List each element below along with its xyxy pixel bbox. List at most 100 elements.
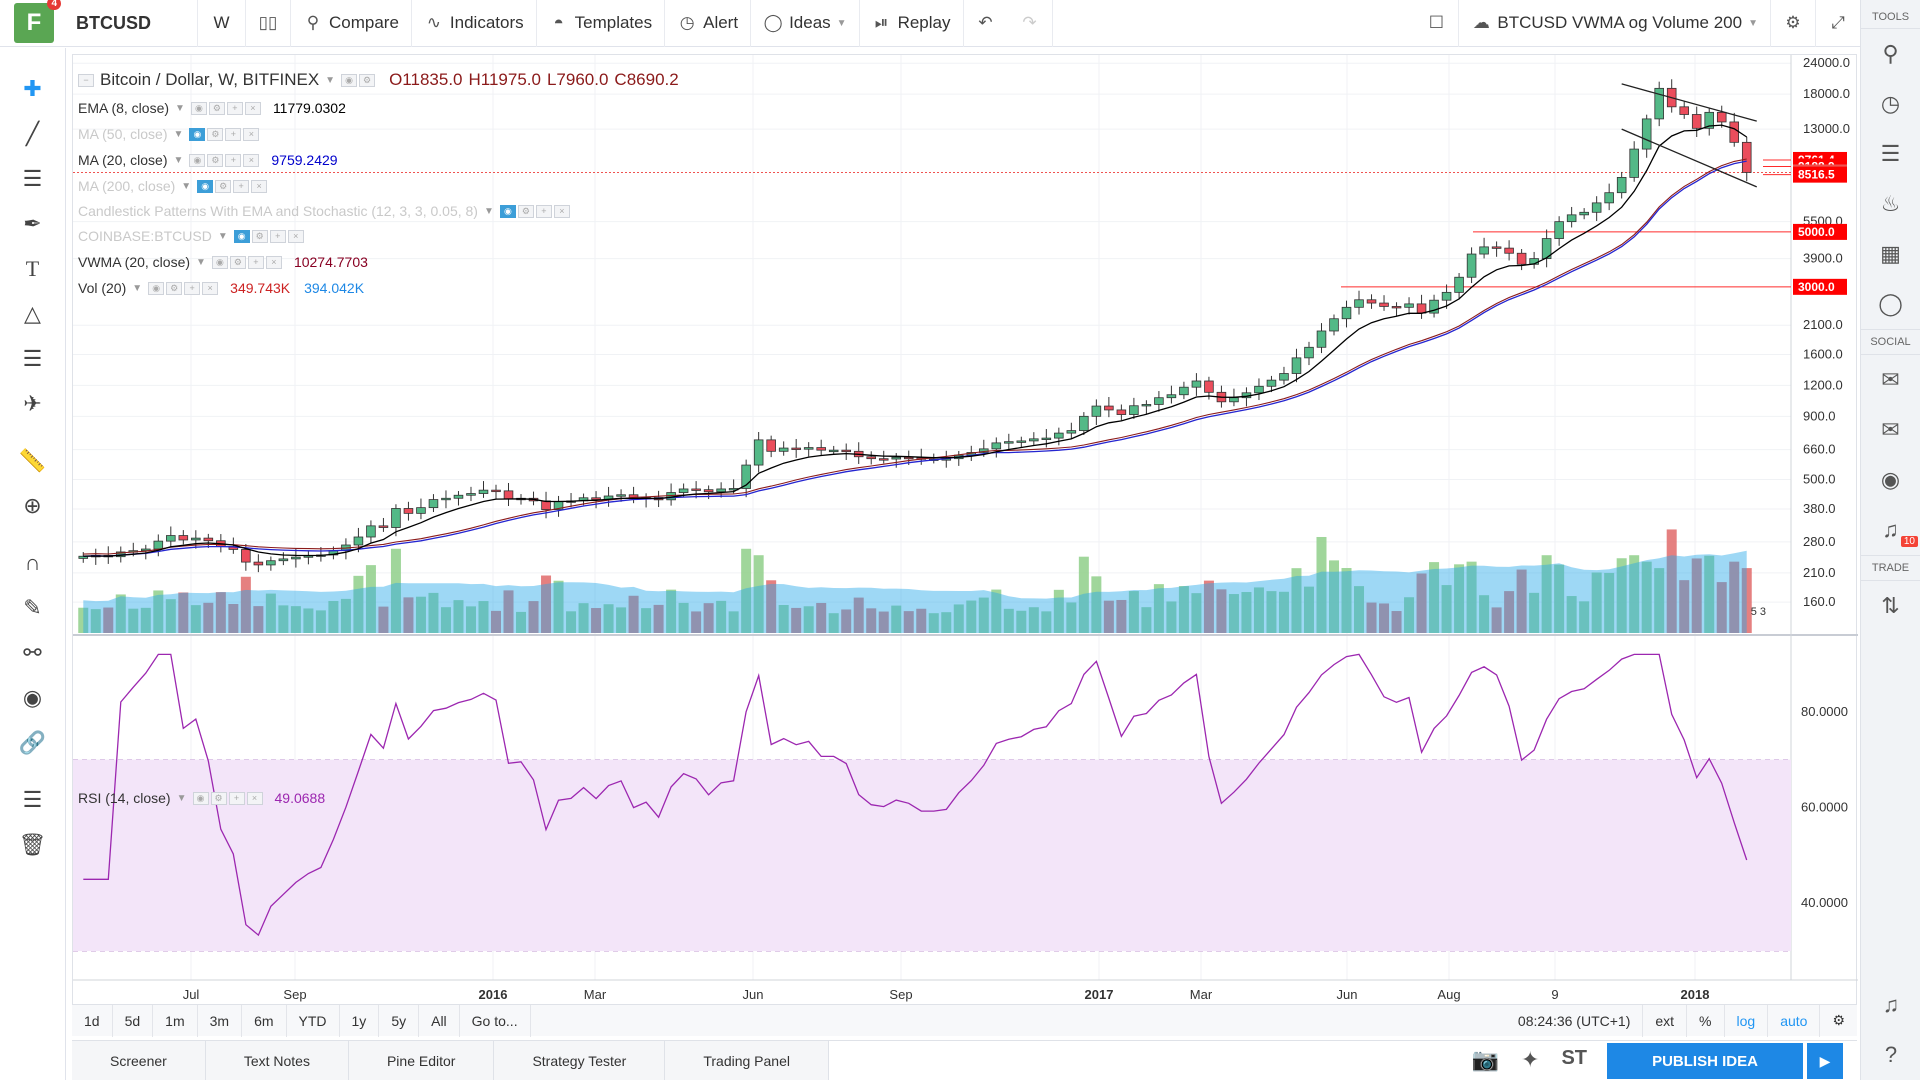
replay-button[interactable]: ⏯ Replay [860, 0, 964, 47]
study-legend-row[interactable]: MA (50, close) ▼ ◉ ⚙ + × [78, 126, 260, 142]
range-button[interactable]: Go to... [460, 1004, 531, 1037]
gear-icon[interactable]: ⚙ [210, 791, 227, 805]
plus-icon[interactable]: + [225, 153, 242, 167]
plus-icon[interactable]: + [226, 101, 243, 115]
gear-icon[interactable]: ⚙ [207, 153, 224, 167]
crosshair-tool[interactable]: ✚ [0, 66, 65, 111]
eye-icon[interactable]: ◉ [189, 153, 206, 167]
close-icon[interactable]: × [243, 127, 260, 141]
alert-button[interactable]: ◷ Alert [665, 0, 752, 47]
close-icon[interactable]: × [553, 204, 570, 218]
streams-button[interactable]: ◉ [1861, 455, 1920, 505]
templates-button[interactable]: ◓ Templates [537, 0, 666, 47]
settings-button[interactable]: ⚙ [1771, 0, 1816, 47]
plus-icon[interactable]: + [225, 127, 242, 141]
ext-toggle[interactable]: ext [1643, 1004, 1688, 1037]
trendline-tool[interactable]: ╱ [0, 111, 65, 156]
gear-icon[interactable]: ⚙ [229, 255, 246, 269]
plus-icon[interactable]: + [535, 204, 552, 218]
notifications-button[interactable]: ♫ 10 [1861, 505, 1920, 555]
publish-idea-button[interactable]: PUBLISH IDEA [1607, 1043, 1803, 1079]
percent-toggle[interactable]: % [1687, 1004, 1725, 1037]
eye-icon[interactable]: ◉ [197, 179, 214, 193]
chevron-down-icon[interactable]: ▼ [483, 205, 494, 217]
pattern-tool[interactable]: △ [0, 291, 65, 336]
range-button[interactable]: 1d [72, 1004, 113, 1037]
close-icon[interactable]: × [251, 179, 268, 193]
study-legend-row[interactable]: Candlestick Patterns With EMA and Stocha… [78, 203, 570, 219]
gear-icon[interactable]: ⚙ [207, 127, 224, 141]
scale-settings-button[interactable]: ⚙ [1820, 1005, 1857, 1037]
chevron-down-icon[interactable]: ▼ [217, 230, 228, 242]
fullscreen-button[interactable]: ⤢ [1816, 0, 1860, 47]
range-button[interactable]: 3m [198, 1004, 243, 1037]
undo-button[interactable]: ↶ [964, 0, 1008, 47]
text-tool[interactable]: T [0, 246, 65, 291]
close-icon[interactable]: × [202, 281, 219, 295]
eye-icon[interactable]: ◉ [192, 791, 209, 805]
indicators-button[interactable]: ∿ Indicators [412, 0, 537, 47]
range-button[interactable]: 5y [379, 1004, 420, 1037]
range-button[interactable]: All [419, 1004, 460, 1037]
sync-drawings-tool[interactable]: 🔗 [0, 720, 65, 765]
stocktwits-icon[interactable]: ST [1561, 1047, 1587, 1069]
watchlist-button[interactable]: ⚲ [1861, 29, 1920, 79]
auto-toggle[interactable]: auto [1768, 1004, 1821, 1037]
symbol-search[interactable]: BTCUSD [68, 0, 198, 47]
play-button[interactable]: ▶ [1807, 1043, 1843, 1079]
calendar-button[interactable]: ▦ [1861, 229, 1920, 279]
chart-pane[interactable]: 5 3 24000.0 18000.0 13000.0 5500.0 3900.0 2100… [72, 54, 1858, 1009]
bottom-tab[interactable]: Trading Panel [665, 1040, 829, 1080]
bottom-tab[interactable]: Pine Editor [348, 1040, 495, 1080]
eye-icon[interactable]: ◉ [190, 101, 207, 115]
plus-icon[interactable]: + [184, 281, 201, 295]
zoom-tool[interactable]: ⊕ [0, 483, 65, 528]
range-button[interactable]: 5d [113, 1004, 154, 1037]
study-legend-row[interactable]: COINBASE:BTCUSD ▼ ◉ ⚙ + × [78, 228, 304, 244]
chats-button[interactable]: ✉ [1861, 355, 1920, 405]
eye-icon[interactable]: ◉ [148, 281, 165, 295]
prediction-tool[interactable]: ☰ [0, 336, 65, 381]
gear-icon[interactable]: ⚙ [251, 229, 268, 243]
order-panel-button[interactable]: ⇅ [1861, 581, 1920, 631]
layout-save-button[interactable]: ☁ BTCUSD VWMA og Volume 200 ▼ [1459, 0, 1771, 47]
eye-icon[interactable]: ◉ [189, 127, 206, 141]
hide-drawings-tool[interactable]: ◉ [0, 675, 65, 720]
range-button[interactable]: YTD [287, 1004, 340, 1037]
twitter-icon[interactable]: ✦ [1521, 1047, 1540, 1072]
close-icon[interactable]: × [244, 101, 261, 115]
chevron-down-icon[interactable]: ▼ [181, 180, 192, 192]
eye-icon[interactable]: ◉ [341, 73, 358, 87]
help-button[interactable]: ? [1861, 1030, 1920, 1080]
gear-icon[interactable]: ⚙ [517, 204, 534, 218]
plus-icon[interactable]: + [247, 255, 264, 269]
study-legend-row[interactable]: MA (200, close) ▼ ◉ ⚙ + × [78, 178, 268, 194]
chevron-down-icon[interactable]: ▼ [196, 256, 206, 268]
bottom-tab[interactable]: Strategy Tester [494, 1040, 666, 1080]
chevron-down-icon[interactable]: ▼ [132, 282, 143, 294]
data-window-button[interactable]: ☰ [1861, 129, 1920, 179]
ideas-button[interactable]: ◯ Ideas ▼ [751, 0, 860, 47]
chevron-down-icon[interactable]: ▼ [325, 74, 336, 86]
collapse-icon[interactable]: − [78, 73, 94, 87]
object-tree-tool[interactable]: ☰ [0, 777, 65, 822]
chevron-down-icon[interactable]: ▼ [175, 102, 185, 114]
eye-icon[interactable]: ◉ [211, 255, 228, 269]
chart-canvas[interactable]: 5 324000.018000.013000.05500.03900.02100… [73, 55, 1858, 1009]
gear-icon[interactable]: ⚙ [208, 101, 225, 115]
fib-tool[interactable]: ☰ [0, 156, 65, 201]
close-icon[interactable]: × [265, 255, 282, 269]
interval-button[interactable]: W [198, 0, 246, 47]
log-toggle[interactable]: log [1725, 1004, 1769, 1037]
plus-icon[interactable]: + [228, 791, 245, 805]
hotlists-button[interactable]: ♨ [1861, 179, 1920, 229]
plus-icon[interactable]: + [233, 179, 250, 193]
study-legend-row[interactable]: EMA (8, close) ▼ ◉ ⚙ + × 11779.0302 [78, 100, 346, 116]
magnet-tool[interactable]: ∩ [0, 540, 65, 585]
redo-button[interactable]: ↷ [1008, 0, 1053, 47]
chart-style-button[interactable]: ▯▯ [246, 0, 291, 47]
plus-icon[interactable]: + [269, 229, 286, 243]
private-chats-button[interactable]: ✉ [1861, 405, 1920, 455]
fullscreen-select-button[interactable]: ☐ [1414, 0, 1460, 47]
study-legend-row[interactable]: VWMA (20, close) ▼ ◉ ⚙ + × 10274.7703 [78, 254, 368, 270]
